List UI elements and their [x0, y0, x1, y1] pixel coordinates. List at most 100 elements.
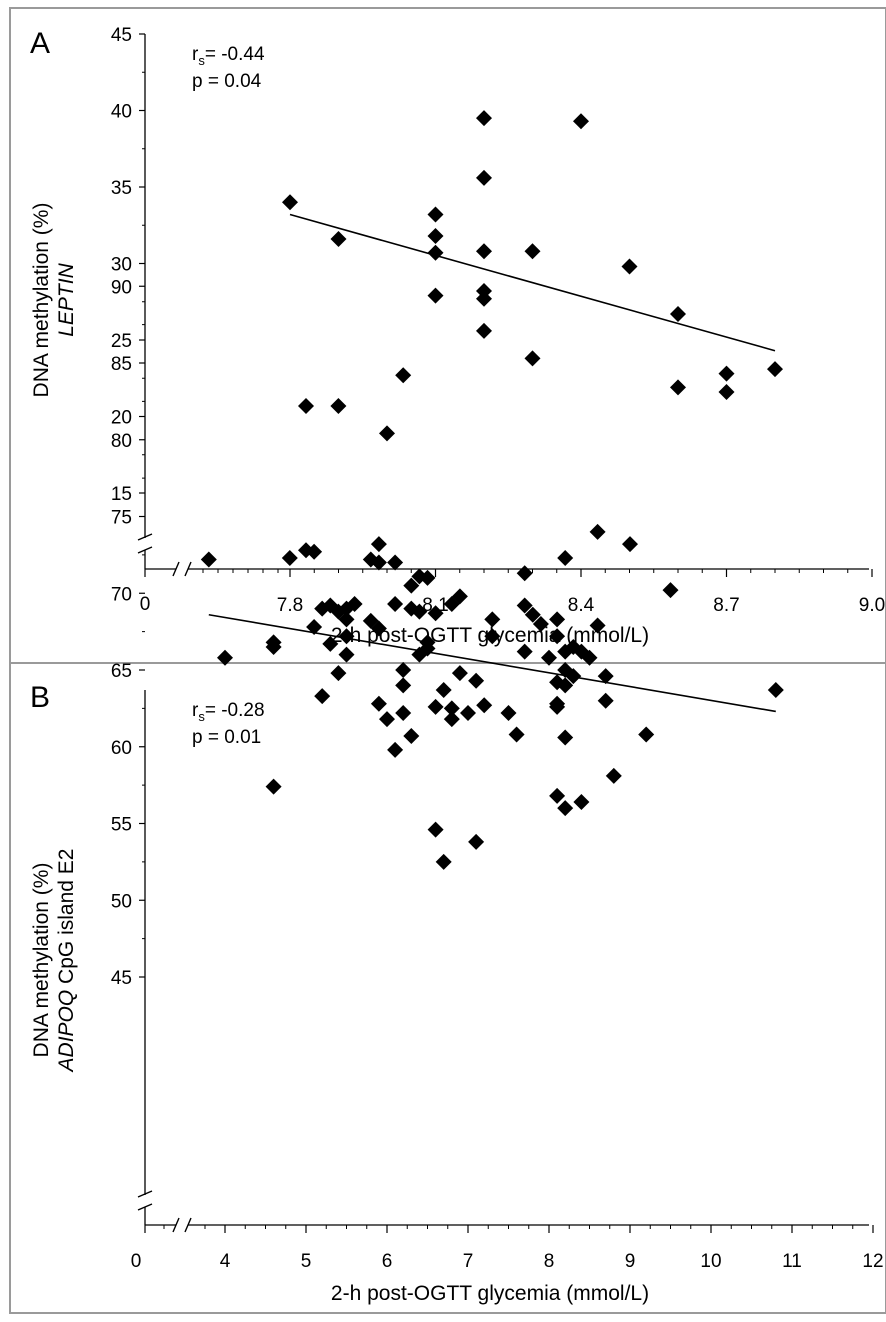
data-point	[282, 194, 298, 211]
panel-a-axes	[137, 33, 873, 577]
y-tick-label: 60	[111, 738, 132, 759]
panel-b-ylabel-gene: ADIPOQ	[55, 990, 78, 1074]
x-tick-label: 4	[220, 1251, 231, 1272]
y-tick-label: 80	[111, 431, 132, 452]
y-tick-label: 70	[111, 584, 132, 605]
data-point	[338, 646, 355, 663]
y-axis-break-mark	[137, 1203, 153, 1211]
data-point	[557, 800, 574, 817]
data-point	[549, 787, 566, 804]
data-point	[767, 361, 783, 378]
panel-b-ylabel-line2: ADIPOQ CpG island E2	[55, 849, 78, 1074]
data-point	[670, 305, 686, 322]
y-tick-label: 55	[111, 815, 132, 836]
y-tick-label: 20	[111, 408, 132, 429]
data-point	[395, 367, 412, 384]
panel-b-axes	[137, 285, 874, 1233]
data-point	[557, 549, 574, 566]
y-axis-break-mark	[137, 533, 153, 541]
data-point	[468, 833, 485, 850]
data-point	[435, 681, 452, 698]
data-point	[200, 551, 217, 568]
y-tick-label: 35	[111, 178, 132, 199]
data-point	[622, 536, 638, 553]
data-point	[443, 711, 460, 728]
data-point	[549, 628, 566, 645]
panel-b: B rs= -0.28 p = 0.01 DNA methylation (%)…	[30, 277, 884, 1305]
panel-letter-a: A	[30, 27, 50, 60]
x-tick-label: 9.0	[859, 595, 885, 616]
panel-b-trendline-group	[208, 613, 776, 713]
panel-letter-b: B	[30, 681, 50, 714]
y-tick-label: 85	[111, 354, 132, 375]
panel-b-xlabel: 2-h post-OGTT glycemia (mmol/L)	[331, 1282, 649, 1305]
data-point	[476, 169, 492, 186]
y-tick-label: 90	[111, 277, 132, 298]
data-point	[468, 672, 485, 689]
data-point	[338, 611, 355, 628]
data-point	[387, 741, 404, 758]
x-tick-label: 5	[301, 1251, 312, 1272]
trendline	[289, 213, 776, 352]
data-point	[581, 649, 598, 666]
x-tick-label: 7.8	[277, 595, 303, 616]
y-axis-break-mark	[137, 546, 153, 554]
y-tick-label: 40	[111, 102, 132, 123]
data-point	[403, 577, 420, 594]
y-tick-label: 45	[111, 25, 132, 46]
x-tick-label: 8.7	[713, 595, 739, 616]
x-axis-break-mark	[184, 1217, 192, 1233]
panel-a-x-zero-label: 0	[140, 594, 151, 615]
data-point	[427, 244, 444, 261]
panel-b-points	[200, 367, 784, 870]
y-tick-label: 65	[111, 661, 132, 682]
data-point	[670, 379, 686, 396]
x-axis-break-mark	[172, 1217, 180, 1233]
x-tick-label: 7	[463, 1251, 474, 1272]
data-point	[573, 794, 590, 811]
y-axis-break-mark	[137, 1190, 153, 1198]
x-tick-label: 12	[862, 1251, 883, 1272]
data-point	[484, 611, 501, 628]
data-point	[451, 588, 468, 605]
data-point	[314, 688, 331, 705]
data-point	[370, 536, 387, 553]
panel-a-r-symbol: r	[192, 44, 199, 65]
data-point	[565, 668, 582, 685]
x-tick-label: 11	[782, 1251, 802, 1272]
panel-a-points	[282, 110, 783, 442]
data-point	[370, 620, 387, 637]
data-point	[403, 728, 420, 745]
data-point	[662, 582, 679, 599]
data-point	[427, 227, 444, 244]
data-point	[476, 243, 492, 260]
data-point	[638, 726, 655, 743]
data-point	[516, 565, 533, 582]
x-axis-break-mark	[184, 561, 192, 577]
data-point	[346, 595, 363, 612]
panel-b-r-value: = -0.28	[205, 700, 265, 721]
data-point	[476, 110, 492, 127]
y-tick-label: 45	[111, 968, 132, 989]
data-point	[370, 554, 387, 571]
x-tick-label: 8	[544, 1251, 555, 1272]
data-point	[379, 711, 395, 728]
x-tick-label: 6	[382, 1251, 393, 1272]
x-axis-break-mark	[172, 561, 180, 577]
data-point	[427, 605, 444, 622]
data-point	[395, 662, 412, 678]
data-point	[541, 649, 557, 666]
data-point	[597, 668, 614, 685]
panel-a-r-subscript: s	[198, 53, 205, 68]
data-point	[427, 287, 444, 304]
data-point	[306, 619, 323, 636]
data-point	[718, 384, 735, 401]
figure-border	[9, 7, 886, 1314]
data-point	[411, 603, 428, 620]
panel-a-r-stat: rs= -0.44	[192, 44, 265, 68]
data-point	[484, 628, 501, 645]
data-point	[298, 397, 314, 414]
data-point	[338, 628, 355, 645]
